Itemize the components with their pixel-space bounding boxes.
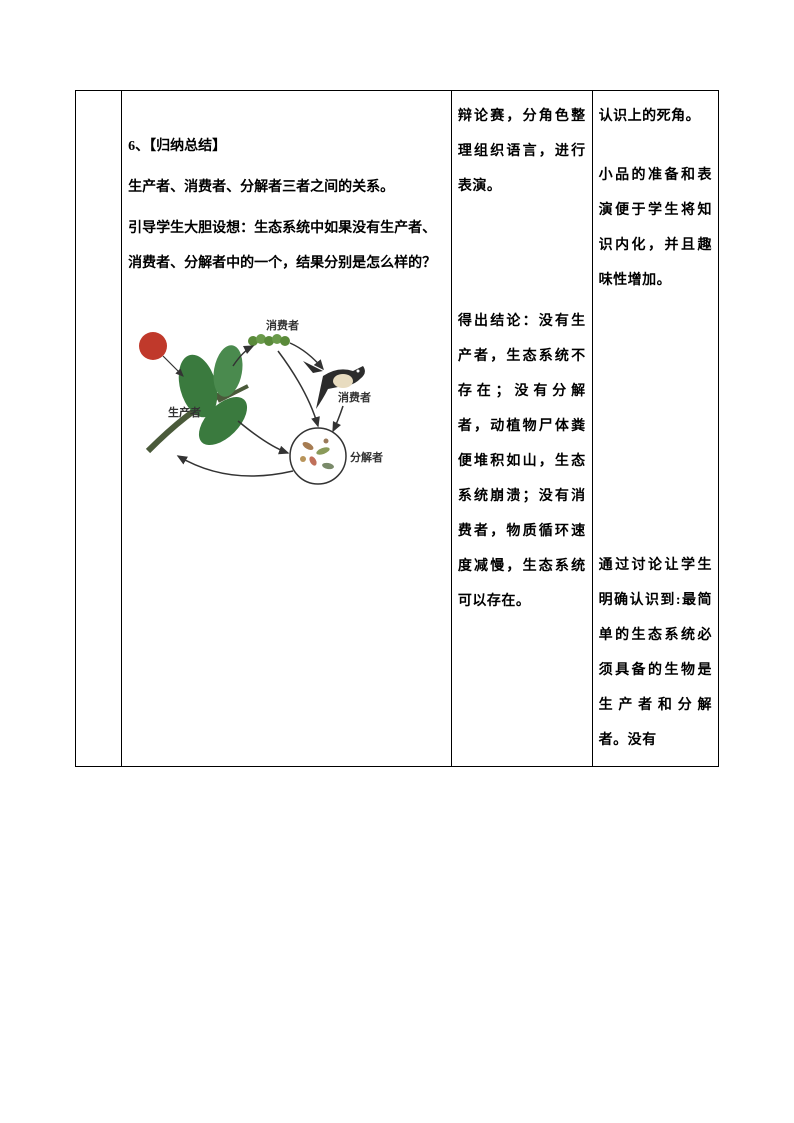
column-1-empty xyxy=(76,91,122,767)
activity-paragraph-1: 辩论赛，分角色整理组织语言，进行表演。 xyxy=(458,99,586,204)
decomposer-microbes xyxy=(300,439,334,470)
arrow-decomposer-to-producer xyxy=(178,456,293,476)
arrow-sun-to-producer xyxy=(163,356,183,376)
intent-paragraph-2: 小品的准备和表演便于学生将知识内化，并且趣味性增加。 xyxy=(599,158,712,298)
table-row: 6、【归纳总结】 生产者、消费者、分解者三者之间的关系。 引导学生大胆设想：生态… xyxy=(76,91,719,767)
caterpillar-icon xyxy=(248,334,290,346)
arrow-bird-to-decomposer xyxy=(333,406,343,431)
teaching-content-section: 6、【归纳总结】 生产者、消费者、分解者三者之间的关系。 引导学生大胆设想：生态… xyxy=(128,99,445,501)
design-intent-section: 认识上的死角。 小品的准备和表演便于学生将知识内化，并且趣味性增加。 通过讨论让… xyxy=(599,99,712,758)
summary-line-3: 引导学生大胆设想：生态系统中如果没有生产者、消费者、分解者中的一个，结果分别是怎… xyxy=(128,211,445,281)
student-activity-section: 辩论赛，分角色整理组织语言，进行表演。 得出结论：没有生产者，生态系统不存在；没… xyxy=(458,99,586,619)
decomposer-circle xyxy=(290,428,346,484)
summary-line-2: 生产者、消费者、分解者三者之间的关系。 xyxy=(128,170,445,205)
arrow-producer-to-decomposer xyxy=(238,421,288,453)
decomposer-label: 分解者 xyxy=(350,450,383,464)
lesson-plan-table: 6、【归纳总结】 生产者、消费者、分解者三者之间的关系。 引导学生大胆设想：生态… xyxy=(75,90,719,767)
consumer-label-1: 消费者 xyxy=(266,318,299,332)
column-2-teaching-content: 6、【归纳总结】 生产者、消费者、分解者三者之间的关系。 引导学生大胆设想：生态… xyxy=(122,91,452,767)
intent-paragraph-1: 认识上的死角。 xyxy=(599,99,712,134)
arrow-caterpillar-to-decomposer xyxy=(278,351,318,426)
sun-icon xyxy=(139,332,167,360)
ecosystem-svg: 生产者 消费者 xyxy=(128,311,398,501)
summary-heading: 6、【归纳总结】 xyxy=(128,129,445,164)
producer-label: 生产者 xyxy=(168,405,201,419)
column-3-student-activity: 辩论赛，分角色整理组织语言，进行表演。 得出结论：没有生产者，生态系统不存在；没… xyxy=(451,91,592,767)
column-4-design-intent: 认识上的死角。 小品的准备和表演便于学生将知识内化，并且趣味性增加。 通过讨论让… xyxy=(592,91,718,767)
consumer-label-2: 消费者 xyxy=(338,390,371,404)
intent-paragraph-3: 通过讨论让学生明确认识到:最简单的生态系统必须具备的生物是 生产者和分解者。没有 xyxy=(599,548,712,758)
ecosystem-diagram: 生产者 消费者 xyxy=(128,311,398,501)
activity-paragraph-2: 得出结论：没有生产者，生态系统不存在；没有分解者，动植物尸体粪便堆积如山，生态系… xyxy=(458,304,586,619)
